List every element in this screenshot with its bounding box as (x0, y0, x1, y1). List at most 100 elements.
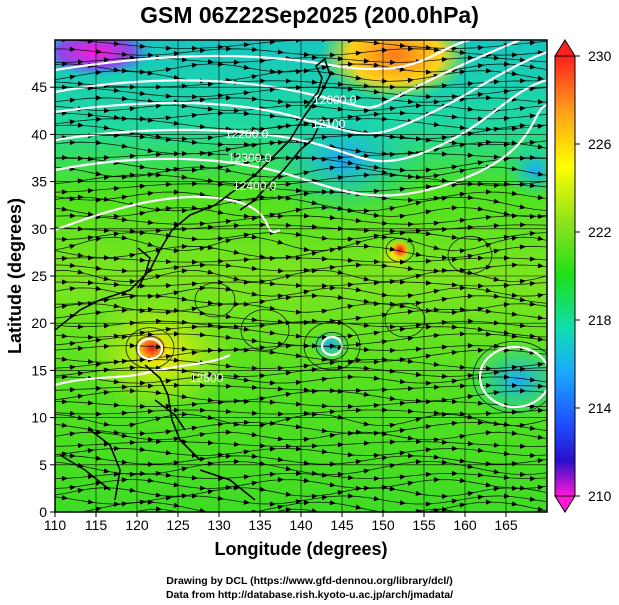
wind-arrow (519, 105, 526, 112)
wind-arrow (61, 356, 68, 362)
wind-arrow (493, 55, 500, 61)
wind-arrow (511, 126, 518, 132)
wind-arrow (295, 499, 302, 505)
wind-arrow (269, 212, 276, 218)
wind-arrow (243, 419, 250, 426)
wind-arrow (147, 70, 154, 76)
wind-arrow (303, 363, 310, 369)
wind-arrow (69, 97, 76, 103)
wind-arrow (181, 466, 188, 472)
wind-arrow (295, 333, 302, 339)
wind-arrow (347, 236, 354, 242)
wind-arrow (485, 365, 492, 372)
wind-arrow (511, 52, 518, 58)
wind-arrow (373, 111, 380, 117)
wind-arrow (459, 96, 466, 103)
wind-arrow (407, 408, 414, 414)
wind-arrow (441, 319, 448, 326)
wind-arrow (441, 459, 448, 465)
wind-arrow (69, 286, 76, 292)
wind-arrow (139, 164, 146, 170)
wind-arrow (155, 293, 162, 299)
wind-arrow (503, 61, 510, 67)
wind-arrow (139, 210, 146, 217)
wind-arrow (285, 507, 292, 512)
wind-arrow (363, 107, 370, 114)
wind-arrow (311, 200, 318, 206)
wind-arrow (165, 429, 172, 435)
wind-arrow (511, 262, 518, 268)
wind-arrow (389, 422, 396, 428)
wind-arrow (139, 183, 146, 189)
wind-arrow (77, 393, 84, 400)
wind-arrow (529, 496, 536, 502)
wind-arrow (251, 509, 258, 512)
wind-arrow (537, 434, 544, 440)
wind-arrow (233, 59, 240, 65)
wind-arrow (147, 241, 154, 247)
wind-arrow (529, 64, 536, 70)
wind-arrow (251, 126, 258, 132)
contour-label: 12500 (190, 371, 224, 385)
wind-arrow (347, 160, 354, 166)
wind-arrow (269, 471, 276, 477)
wind-arrow (389, 59, 396, 65)
wind-arrow (103, 125, 110, 131)
wind-arrow (69, 46, 76, 52)
streamline (55, 349, 547, 363)
wind-arrow (433, 307, 440, 313)
wind-arrow (61, 236, 68, 242)
wind-arrow (329, 285, 336, 291)
wind-arrow (285, 123, 292, 129)
wind-arrow (389, 395, 396, 402)
wind-arrow (129, 279, 136, 285)
wind-arrow (181, 174, 188, 180)
wind-arrow (95, 429, 102, 435)
wind-arrow (311, 250, 318, 256)
wind-arrow (217, 399, 224, 406)
wind-arrow (407, 46, 414, 52)
wind-arrow (69, 431, 76, 437)
wind-arrow (87, 474, 94, 480)
wind-arrow (337, 56, 344, 62)
wind-arrow (425, 94, 432, 100)
wind-arrow (399, 259, 406, 265)
wind-arrow (347, 430, 354, 436)
wind-arrow (303, 319, 310, 326)
wind-arrow (493, 420, 500, 427)
wind-arrow (165, 309, 172, 315)
wind-arrow (217, 324, 224, 330)
wind-arrow (295, 401, 302, 407)
wind-arrow (259, 154, 266, 160)
wind-arrow (295, 85, 302, 91)
wind-arrow (355, 341, 362, 348)
wind-arrow (95, 361, 102, 367)
wind-arrow (129, 172, 136, 178)
wind-arrow (477, 63, 484, 69)
wind-arrow (285, 78, 292, 84)
wind-arrow (485, 430, 492, 436)
wind-arrow (321, 376, 328, 382)
wind-arrow (493, 248, 500, 254)
wind-arrow (87, 112, 94, 118)
x-tick-label: 130 (207, 517, 231, 533)
wind-arrow (321, 256, 328, 262)
wind-arrow (103, 421, 110, 427)
streamline (55, 421, 547, 435)
wind-arrow (217, 452, 224, 458)
wind-arrow (243, 42, 250, 48)
wind-arrow (389, 301, 396, 307)
wind-arrow (87, 40, 94, 44)
wind-arrow (139, 43, 146, 49)
wind-arrow (519, 78, 526, 84)
wind-arrow (251, 265, 258, 272)
wind-arrow (389, 368, 396, 374)
wind-arrow (285, 443, 292, 449)
wind-arrow (251, 365, 258, 371)
wind-arrow (407, 197, 414, 203)
wind-arrow (399, 230, 406, 236)
wind-arrow (269, 68, 276, 74)
wind-arrow (399, 400, 406, 406)
wind-arrow (165, 67, 172, 73)
wind-arrow (363, 365, 370, 371)
